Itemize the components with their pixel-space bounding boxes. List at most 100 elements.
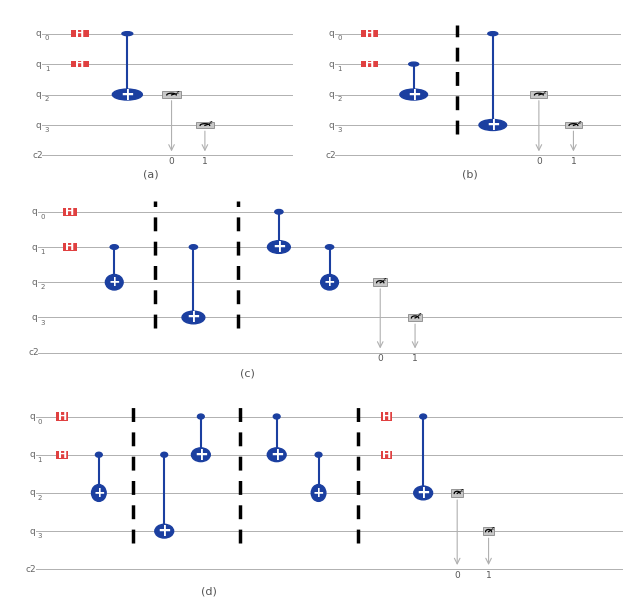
Ellipse shape	[311, 485, 326, 501]
Text: +: +	[157, 522, 171, 540]
Text: +: +	[108, 276, 120, 289]
Text: +: +	[324, 276, 335, 289]
Text: 1: 1	[486, 571, 492, 580]
Text: z: z	[209, 121, 212, 125]
Circle shape	[414, 486, 433, 500]
Text: 0: 0	[536, 157, 541, 165]
Text: q: q	[30, 412, 36, 421]
FancyBboxPatch shape	[56, 412, 68, 421]
Text: c2: c2	[33, 151, 43, 160]
Text: 1: 1	[202, 157, 208, 165]
Text: q: q	[30, 488, 36, 498]
Text: (d): (d)	[201, 587, 216, 597]
Text: 2: 2	[338, 97, 342, 102]
Text: q: q	[32, 313, 38, 322]
Text: 1: 1	[412, 354, 418, 363]
Text: +: +	[313, 486, 324, 500]
Text: +: +	[272, 238, 286, 256]
Circle shape	[155, 525, 173, 538]
Text: H: H	[58, 411, 67, 421]
FancyBboxPatch shape	[63, 243, 77, 251]
Circle shape	[110, 245, 118, 249]
Text: 1: 1	[40, 249, 45, 255]
Text: 3: 3	[40, 320, 45, 325]
Text: +: +	[194, 446, 208, 464]
Text: 0: 0	[38, 419, 42, 425]
Text: 0: 0	[338, 36, 342, 41]
FancyBboxPatch shape	[381, 451, 392, 459]
Ellipse shape	[92, 485, 106, 501]
Text: H: H	[365, 59, 374, 69]
Circle shape	[420, 414, 427, 419]
Text: 1: 1	[45, 66, 49, 72]
Text: q: q	[32, 278, 38, 287]
Circle shape	[198, 414, 204, 419]
Text: +: +	[120, 85, 134, 103]
Circle shape	[400, 89, 428, 100]
Text: z: z	[490, 526, 493, 531]
FancyBboxPatch shape	[56, 451, 68, 459]
Text: 3: 3	[45, 127, 49, 133]
Text: q: q	[36, 121, 42, 130]
Text: q: q	[329, 29, 335, 38]
Circle shape	[315, 452, 322, 457]
Text: (a): (a)	[143, 169, 159, 179]
Circle shape	[488, 31, 498, 36]
Ellipse shape	[321, 274, 339, 290]
FancyBboxPatch shape	[362, 30, 378, 37]
Text: c2: c2	[28, 348, 39, 357]
Text: +: +	[270, 446, 284, 464]
Text: H: H	[75, 59, 84, 69]
Text: H: H	[382, 411, 391, 421]
Text: H: H	[75, 29, 84, 39]
Circle shape	[191, 448, 211, 462]
Text: q: q	[32, 242, 38, 252]
Text: 0: 0	[169, 157, 175, 165]
Text: 1: 1	[571, 157, 576, 165]
Text: q: q	[36, 29, 42, 38]
Circle shape	[409, 62, 419, 66]
Circle shape	[161, 452, 168, 457]
Circle shape	[326, 245, 333, 249]
Text: q: q	[32, 207, 38, 216]
Text: 1: 1	[38, 457, 42, 463]
Text: +: +	[416, 484, 430, 502]
Text: H: H	[382, 450, 391, 460]
FancyBboxPatch shape	[451, 489, 463, 497]
Text: z: z	[383, 277, 386, 282]
Text: z: z	[417, 312, 420, 317]
FancyBboxPatch shape	[362, 61, 378, 68]
Circle shape	[268, 448, 286, 462]
FancyBboxPatch shape	[381, 412, 392, 421]
Text: 3: 3	[338, 127, 342, 133]
Text: q: q	[36, 60, 42, 69]
Text: 1: 1	[338, 66, 342, 72]
Text: c2: c2	[326, 151, 336, 160]
Text: H: H	[65, 207, 74, 216]
FancyBboxPatch shape	[70, 61, 89, 68]
Text: q: q	[329, 90, 335, 99]
FancyBboxPatch shape	[565, 122, 582, 129]
FancyBboxPatch shape	[196, 122, 214, 129]
Text: q: q	[329, 60, 335, 69]
Text: 0: 0	[40, 214, 45, 220]
FancyBboxPatch shape	[408, 314, 422, 322]
FancyBboxPatch shape	[531, 91, 547, 98]
Circle shape	[189, 245, 198, 249]
Text: H: H	[58, 450, 67, 460]
Circle shape	[122, 31, 132, 36]
Circle shape	[268, 240, 291, 253]
Text: 2: 2	[38, 495, 42, 501]
Ellipse shape	[106, 274, 123, 290]
Text: q: q	[30, 450, 36, 459]
Text: 3: 3	[38, 533, 42, 539]
Circle shape	[273, 414, 280, 419]
Text: 0: 0	[454, 571, 460, 580]
Text: z: z	[175, 90, 179, 95]
Circle shape	[275, 210, 283, 214]
Text: +: +	[93, 486, 105, 500]
FancyBboxPatch shape	[373, 279, 387, 286]
Text: 2: 2	[45, 97, 49, 102]
Text: z: z	[542, 90, 545, 95]
Text: z: z	[577, 121, 580, 125]
